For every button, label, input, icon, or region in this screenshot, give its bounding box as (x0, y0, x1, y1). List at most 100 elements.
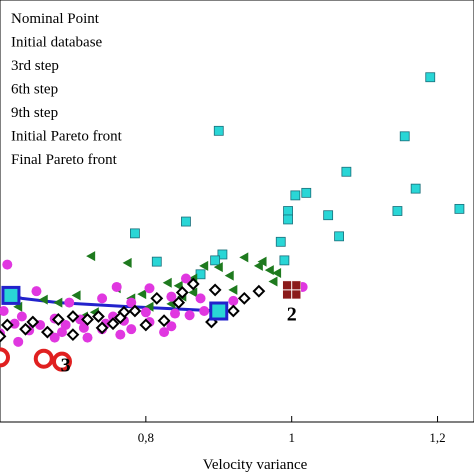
step9-point (40, 325, 54, 339)
x-tick-label: 1 (288, 430, 295, 445)
step6-point (16, 311, 27, 322)
step6-point (199, 306, 210, 317)
step3-point (122, 257, 132, 268)
step9-point (51, 313, 65, 326)
step3-point (228, 284, 238, 295)
step6-point (82, 332, 93, 343)
initial-database-point (301, 187, 312, 198)
initial-database-point (151, 256, 162, 267)
pareto-square-body (209, 301, 229, 321)
step6-point (78, 322, 89, 333)
step6-point (195, 293, 206, 304)
step9-point (139, 318, 153, 332)
step6-point (180, 273, 191, 284)
step6-point (166, 321, 177, 332)
initial-database-point (181, 216, 191, 227)
x-tick-label: 0,8 (138, 430, 154, 445)
step6-point (144, 283, 155, 294)
step3-point (71, 290, 81, 301)
legend-entry: Nominal Point (11, 11, 100, 27)
step6-point (56, 327, 67, 338)
initial-database-point (195, 269, 206, 280)
step6-point (13, 336, 24, 347)
final-pareto-point (209, 301, 229, 321)
step9-point (237, 291, 251, 305)
initial-pareto-point (0, 347, 10, 368)
initial-database-point (323, 210, 334, 221)
initial-database-point (392, 206, 403, 216)
annotations: 23 (61, 304, 297, 377)
initial-database-point (283, 214, 293, 225)
step6-point (159, 327, 170, 338)
step9-point (92, 310, 105, 323)
step9-point (175, 286, 189, 299)
step3-point (268, 276, 278, 287)
step6-point (2, 259, 13, 270)
step3-point (162, 277, 172, 288)
step3-point (137, 289, 147, 300)
initial-database-point (290, 190, 301, 201)
step3-point (38, 294, 48, 305)
step9-point (157, 314, 171, 328)
initial-database-point (210, 255, 221, 266)
step9-point (226, 304, 240, 318)
step6-point (170, 308, 181, 319)
step3-point (144, 301, 154, 312)
pareto-square-body (1, 285, 21, 305)
initial-database-point (399, 131, 410, 142)
initial-database-point (410, 183, 421, 194)
step3-point (239, 252, 249, 263)
legend-entry: Initial database (11, 35, 103, 51)
step6-point (140, 307, 151, 318)
legend-entry: Initial Pareto front (11, 129, 123, 145)
initial-database-point (213, 125, 224, 136)
step9-point (172, 296, 186, 309)
initial-database-point (217, 249, 228, 260)
step6-point (64, 297, 75, 308)
initial-database-point (275, 236, 286, 247)
step6-point (31, 286, 42, 297)
step9-point (0, 329, 7, 343)
step9-point (81, 313, 94, 326)
step3-point (188, 287, 198, 298)
step9-point (66, 310, 80, 323)
initial-database-point (454, 203, 465, 214)
legend-entry: 3rd step (11, 58, 59, 74)
step3-point (213, 262, 223, 273)
initial-pareto-point (51, 351, 72, 372)
step3-point (257, 256, 267, 267)
step9-point (95, 321, 109, 335)
step9-point (0, 318, 14, 332)
step3-point (264, 265, 274, 276)
step9-point (150, 291, 164, 305)
step3-point (199, 260, 209, 271)
step6-point (115, 329, 126, 340)
step9-point (252, 284, 266, 298)
step9-point (128, 304, 142, 318)
initial-database-point (283, 206, 293, 216)
step9-point (106, 317, 120, 331)
step9-point (186, 277, 200, 291)
step3-point (272, 268, 282, 279)
step9-point (208, 283, 222, 297)
step9-point (19, 322, 32, 336)
step3-point (53, 297, 63, 308)
step6-point (0, 306, 9, 317)
data-marks (0, 72, 465, 372)
x-axis-label: Velocity variance (203, 457, 308, 473)
legend-entry: 6th step (11, 82, 58, 98)
x-tick-label: 1,2 (429, 430, 445, 445)
step6-point (111, 281, 122, 292)
legend-entry: 9th step (11, 105, 58, 121)
step6-point (228, 295, 239, 306)
step3-point (224, 270, 234, 281)
nominal-point (282, 280, 301, 300)
step9-point (26, 315, 40, 329)
initial-pareto-point (33, 348, 54, 369)
initial-database-point (130, 228, 140, 239)
final-pareto-point (1, 285, 21, 305)
x-axis-ticks: 0,8 1 1,2 (138, 416, 446, 445)
initial-database-point (425, 72, 436, 83)
step6-point (49, 332, 60, 343)
